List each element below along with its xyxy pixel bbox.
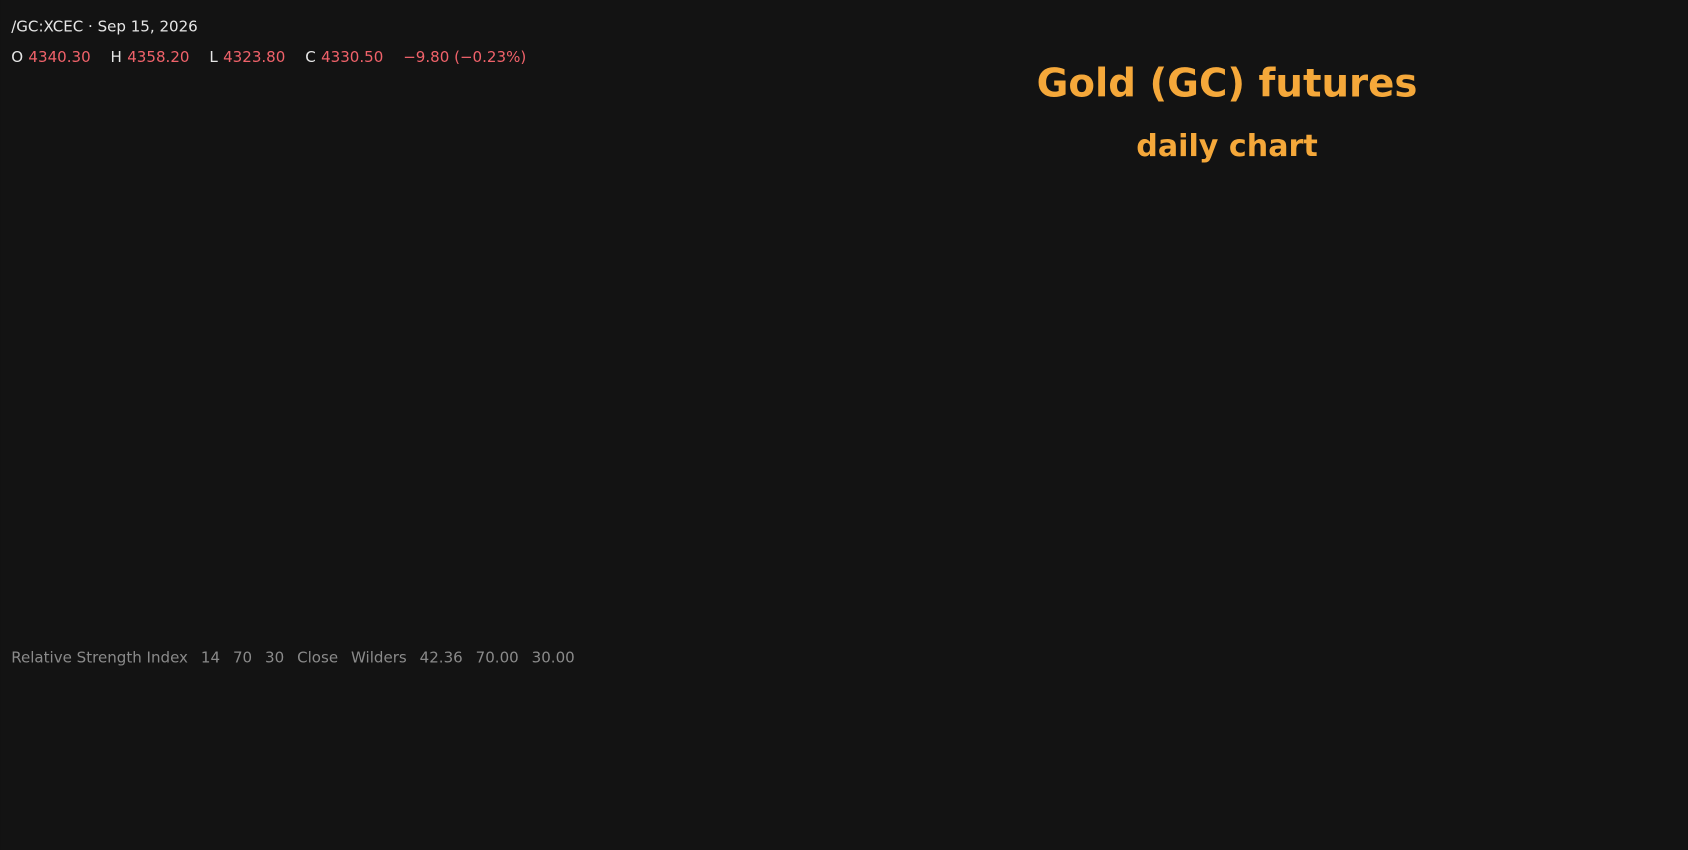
rsi-param: 14 bbox=[201, 648, 220, 666]
rsi-title: Relative Strength Index bbox=[11, 648, 188, 666]
rsi-param: 70 bbox=[233, 648, 252, 666]
ohlc-key: L bbox=[209, 48, 218, 66]
rsi-param: 70.00 bbox=[476, 648, 519, 666]
rsi-param: Close bbox=[297, 648, 338, 666]
chart-title: Gold (GC) futures bbox=[1037, 62, 1418, 107]
change: −9.80 (−0.23%) bbox=[403, 48, 526, 66]
rsi-param: 30.00 bbox=[532, 648, 575, 666]
rsi-param: 30 bbox=[265, 648, 284, 666]
ohlc-value: 4340.30 bbox=[28, 48, 90, 66]
ohlc-key: O bbox=[11, 48, 23, 66]
ohlc-key: H bbox=[111, 48, 122, 66]
ohlc-value: 4330.50 bbox=[321, 48, 383, 66]
ohlc-header: O 4340.30 H 4358.20 L 4323.80 C 4330.50 −9.8… bbox=[11, 48, 526, 66]
ohlc-key: C bbox=[305, 48, 316, 66]
symbol-header: /GC:XCEC · Sep 15, 2026 bbox=[11, 17, 198, 35]
rsi-param: 42.36 bbox=[420, 648, 463, 666]
rsi-header: Relative Strength Index 14 70 30 Close Wilder… bbox=[11, 648, 575, 666]
chart-subtitle: daily chart bbox=[1136, 129, 1317, 164]
rsi-param: Wilders bbox=[351, 648, 407, 666]
ohlc-value: 4358.20 bbox=[127, 48, 189, 66]
ohlc-value: 4323.80 bbox=[223, 48, 285, 66]
